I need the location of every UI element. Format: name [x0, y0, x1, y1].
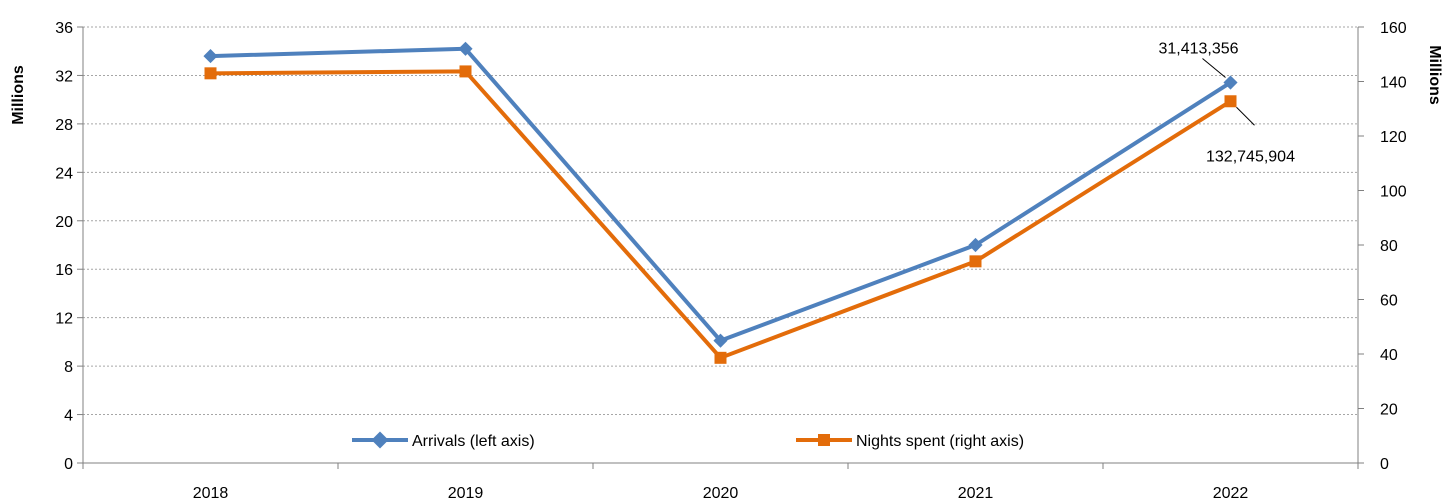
- gridlines: [83, 26, 1358, 416]
- legend-item-arrivals: Arrivals (left axis): [352, 431, 535, 450]
- left-axis-ticks: 0 4 8 12 16 20 24 28 32 36: [55, 20, 83, 473]
- left-axis-title: Millions: [10, 65, 27, 125]
- legend-label-nights: Nights spent (right axis): [856, 433, 1024, 450]
- right-tick-label: 40: [1380, 347, 1398, 364]
- left-tick-label: 4: [64, 408, 73, 425]
- annotation-leader: [1202, 58, 1226, 78]
- x-tick-label: 2022: [1213, 485, 1249, 502]
- left-tick-label: 32: [55, 68, 73, 85]
- data-point: [459, 65, 472, 78]
- data-point: [1223, 75, 1238, 90]
- data-label-nights-2022: 132,745,904: [1206, 148, 1295, 165]
- right-tick-label: 60: [1380, 293, 1398, 310]
- x-tick-label: 2018: [193, 485, 229, 502]
- data-point: [713, 333, 728, 348]
- data-point: [458, 41, 473, 56]
- x-tick-label: 2021: [958, 485, 994, 502]
- data-point: [968, 237, 983, 253]
- right-tick-label: 20: [1380, 402, 1398, 419]
- axes: [82, 27, 1359, 464]
- right-axis-title: Millions: [1426, 45, 1443, 105]
- data-point: [203, 48, 218, 64]
- data-point: [969, 255, 982, 268]
- data-point: [714, 351, 727, 364]
- series-line-1: [210, 69, 1232, 360]
- right-tick-label: 80: [1380, 238, 1398, 255]
- legend: Arrivals (left axis) Nights spent (right…: [352, 431, 1024, 450]
- x-tick-label: 2020: [703, 485, 739, 502]
- series-line-0: [210, 46, 1232, 343]
- left-tick-label: 28: [55, 117, 73, 134]
- left-tick-label: 36: [55, 20, 73, 37]
- data-point: [204, 67, 217, 80]
- legend-item-nights: Nights spent (right axis): [796, 433, 1024, 450]
- left-tick-label: 12: [55, 311, 73, 328]
- left-tick-label: 20: [55, 214, 73, 231]
- x-tick-label: 2019: [448, 485, 484, 502]
- data-label-arrivals-2022: 31,413,356: [1158, 41, 1238, 58]
- diamond-marker-icon: [371, 431, 389, 449]
- left-tick-label: 8: [64, 359, 73, 376]
- right-axis-ticks: 0 20 40 60 80 100 120 140 160: [1358, 20, 1407, 473]
- annotations: 31,413,356 132,745,904: [1158, 41, 1295, 166]
- right-tick-label: 120: [1380, 129, 1407, 146]
- legend-label-arrivals: Arrivals (left axis): [412, 433, 535, 450]
- right-tick-label: 0: [1380, 456, 1389, 473]
- annotation-leader: [1236, 106, 1255, 126]
- left-tick-label: 0: [64, 456, 73, 473]
- right-tick-label: 140: [1380, 75, 1407, 92]
- square-marker-icon: [818, 434, 830, 446]
- left-tick-label: 24: [55, 165, 73, 182]
- x-axis-ticks: 2018 2019 2020 2021 2022: [82, 463, 1359, 502]
- series-layer: [203, 41, 1238, 364]
- data-point: [1224, 95, 1237, 108]
- right-tick-label: 160: [1380, 20, 1407, 37]
- right-tick-label: 100: [1380, 184, 1407, 201]
- left-tick-label: 16: [55, 262, 73, 279]
